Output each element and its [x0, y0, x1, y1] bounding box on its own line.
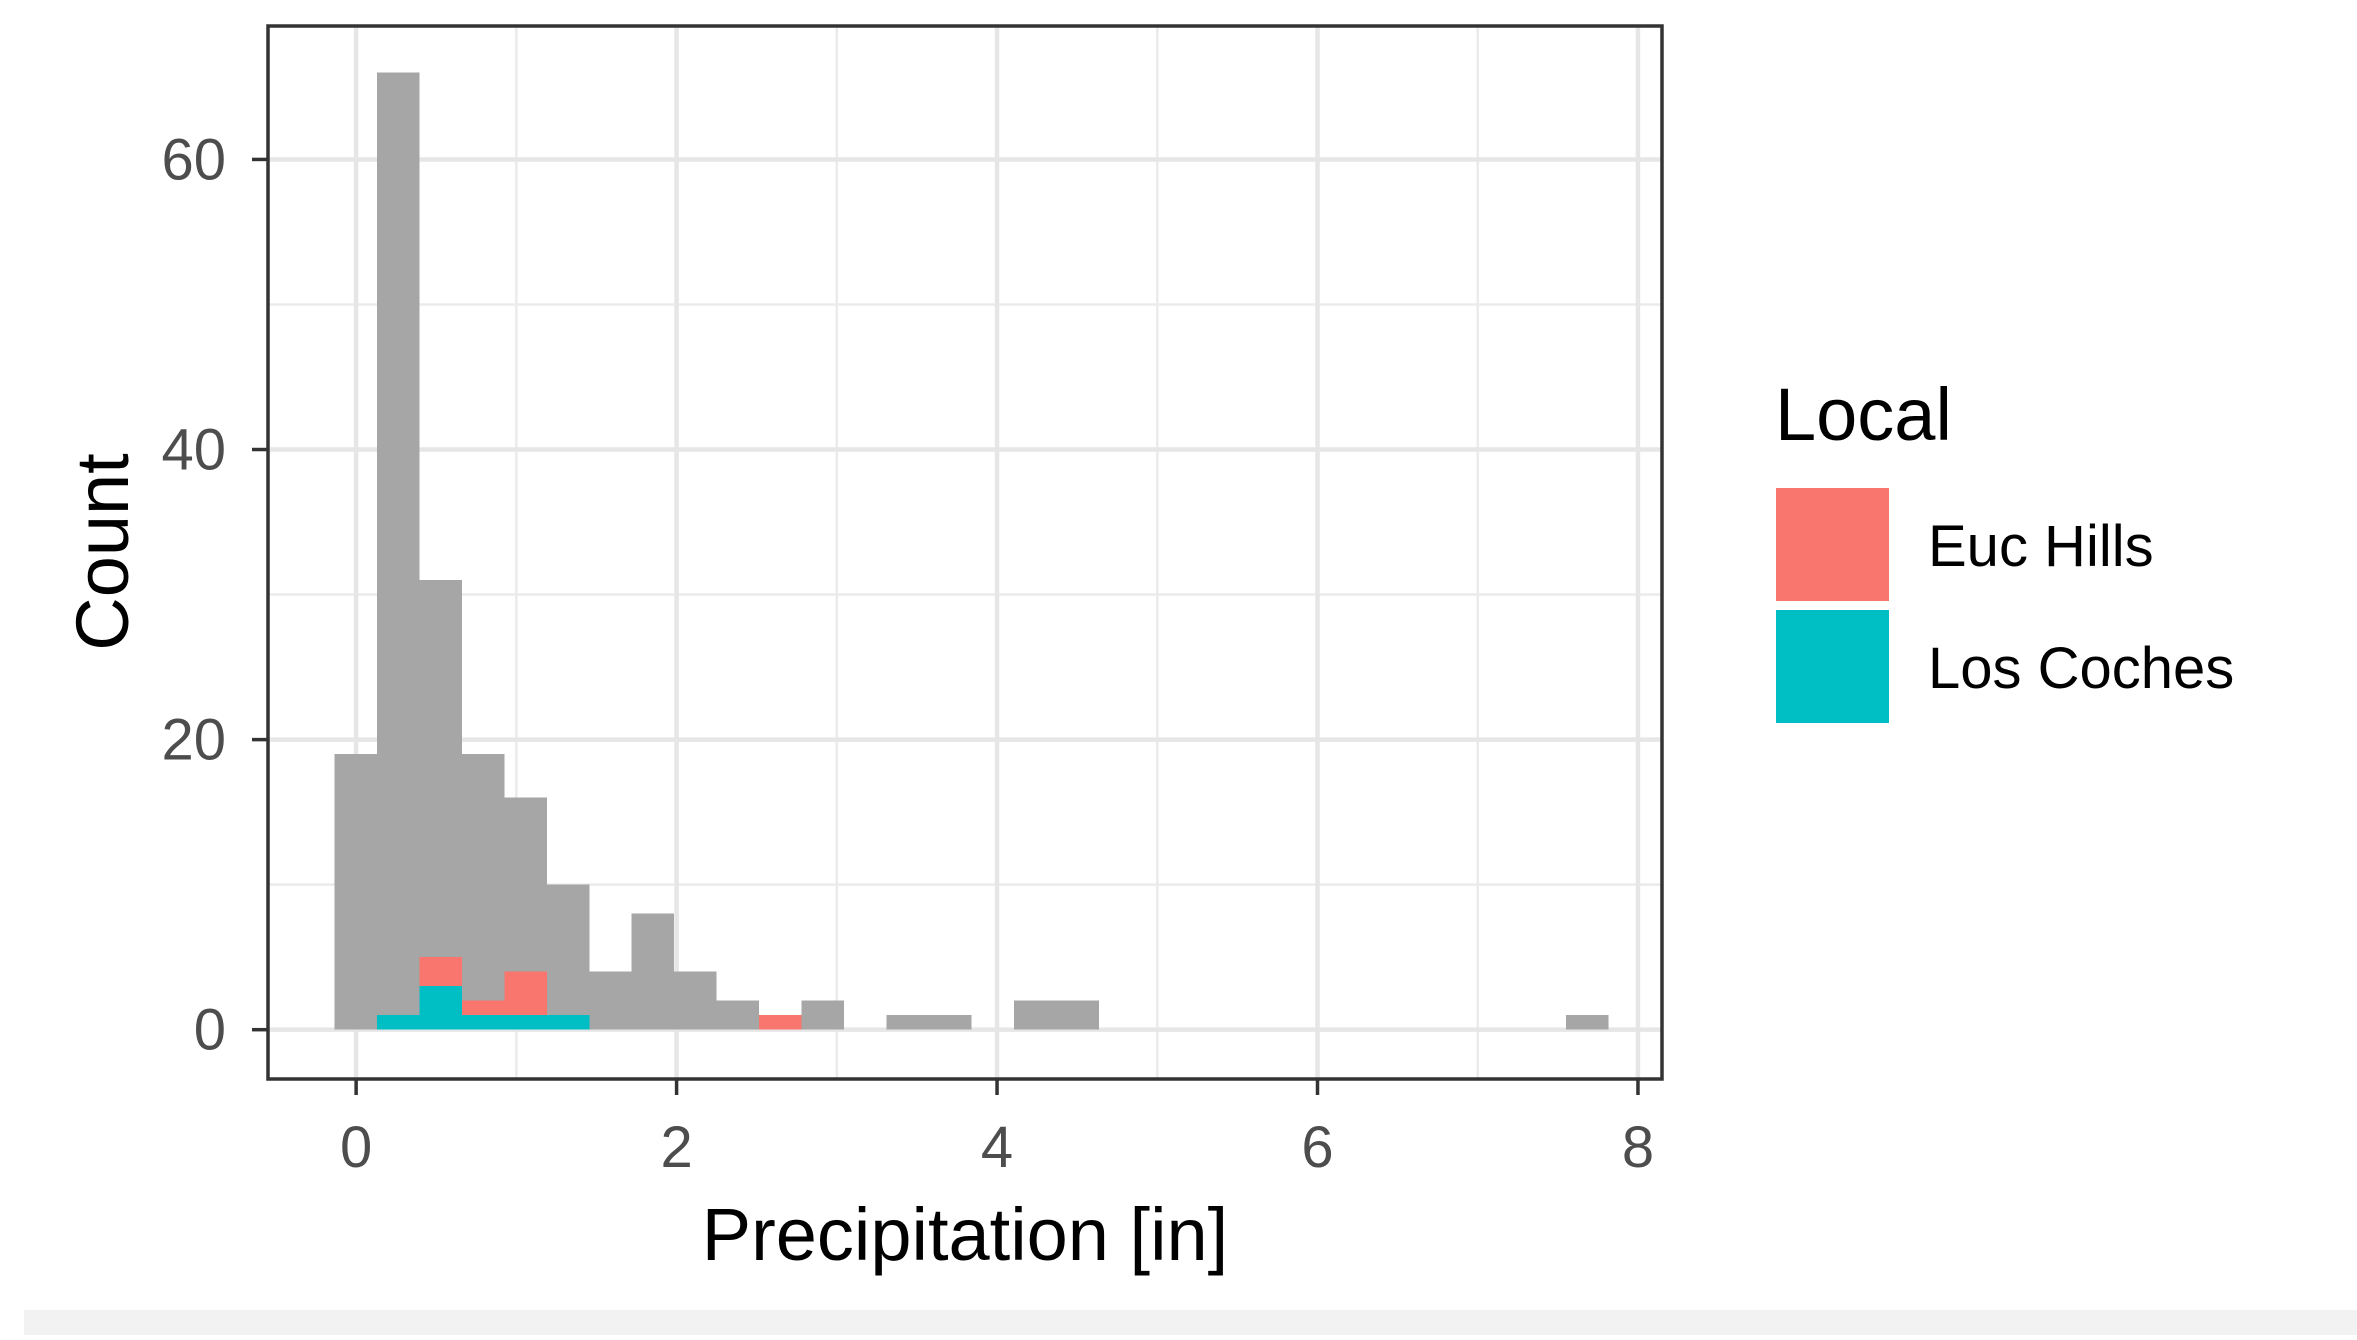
histogram-bar-euc-hills	[461, 1000, 505, 1016]
legend-label: Los Coches	[1928, 636, 2234, 701]
x-tick-label: 8	[1622, 1115, 1654, 1180]
major-gridlines	[268, 26, 1662, 1079]
histogram-bar-all	[546, 884, 590, 1030]
histogram-bar-all	[801, 1000, 845, 1030]
histogram-bar-all	[461, 754, 505, 1030]
histogram-bar-all	[928, 1015, 972, 1030]
histogram-bar-los-coches	[546, 1015, 590, 1030]
footer-strip	[24, 1310, 2357, 1335]
x-tick-labels: 0 2 4 6 8	[340, 1115, 1654, 1180]
histogram-bar-los-coches	[419, 986, 462, 1030]
histogram-bar-all	[716, 1000, 760, 1030]
x-tick-label: 6	[1301, 1115, 1333, 1180]
legend-swatch	[1776, 610, 1889, 723]
y-tick-label: 20	[161, 708, 226, 773]
histogram-bar-all	[1056, 1000, 1099, 1030]
y-axis-title: Count	[61, 453, 144, 651]
histogram-bar-all	[674, 971, 717, 1030]
legend-items: Euc Hills Los Coches	[1776, 488, 2234, 723]
legend: Local Euc Hills Los Coches	[1775, 373, 2234, 723]
histogram-bar-all	[1565, 1015, 1609, 1030]
histogram-bar-all	[589, 971, 632, 1030]
histogram-bar-euc-hills	[759, 1015, 802, 1030]
histogram-bar-all	[376, 72, 420, 1030]
legend-label: Euc Hills	[1928, 514, 2154, 579]
plot-border	[266, 24, 1664, 1081]
y-tick-label: 60	[161, 127, 226, 192]
x-tick-label: 0	[340, 1115, 372, 1180]
y-tick-label: 40	[161, 418, 226, 483]
histogram-bar-los-coches	[461, 1015, 505, 1030]
legend-swatch	[1776, 488, 1889, 601]
x-axis-title: Precipitation [in]	[702, 1193, 1229, 1276]
histogram-bar-all	[334, 754, 377, 1030]
histogram-bar-los-coches	[376, 1015, 420, 1030]
background-bars	[334, 72, 1609, 1030]
histogram-bar-euc-hills	[419, 957, 462, 987]
legend-title: Local	[1775, 373, 1952, 456]
minor-gridlines	[268, 26, 1662, 1079]
y-tick-label: 0	[194, 998, 226, 1063]
histogram-bar-los-coches	[504, 1015, 547, 1030]
histogram-bar-all	[419, 580, 462, 1030]
histogram-bar-all	[886, 1015, 929, 1030]
x-tick-label: 4	[981, 1115, 1013, 1180]
histogram-bar-all	[1013, 1000, 1057, 1030]
series-bars	[376, 957, 802, 1030]
histogram-bar-euc-hills	[504, 971, 547, 1016]
axis-ticks	[252, 157, 1640, 1095]
histogram-bar-all	[631, 913, 675, 1030]
y-tick-labels: 0 20 40 60	[161, 127, 226, 1062]
x-tick-label: 2	[660, 1115, 692, 1180]
